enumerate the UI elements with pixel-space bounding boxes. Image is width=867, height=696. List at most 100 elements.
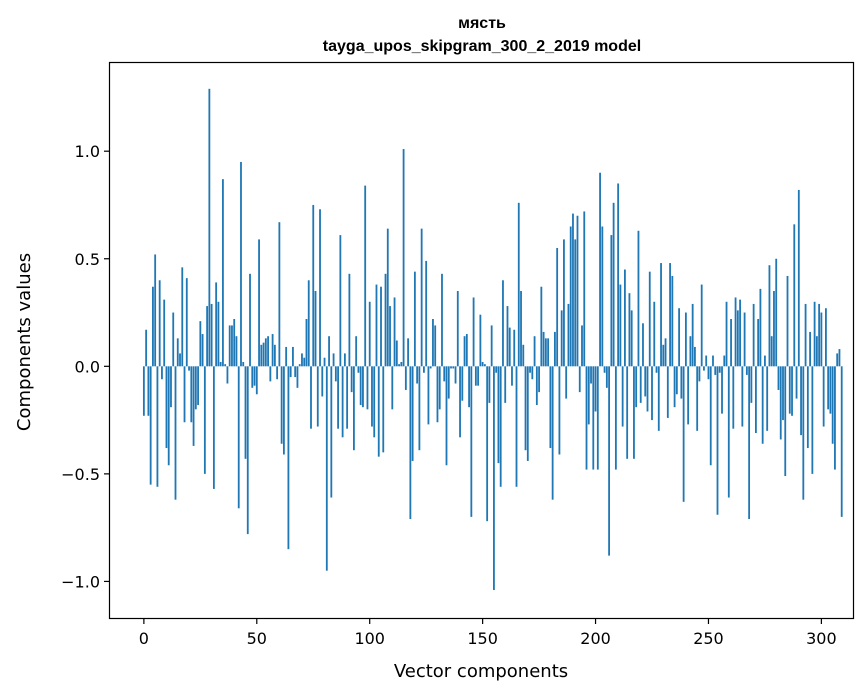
y-tick-label: 0.5	[75, 250, 100, 269]
bar-95	[357, 366, 360, 373]
bar-292	[802, 366, 805, 500]
bar-20	[188, 366, 190, 371]
bar-173	[533, 336, 536, 367]
bar-302	[825, 308, 827, 367]
bar-29	[208, 88, 211, 367]
bar-125	[425, 260, 428, 367]
bar-44	[242, 362, 245, 367]
bar-260	[730, 318, 732, 367]
bar-299	[818, 303, 821, 367]
bar-229	[660, 263, 662, 367]
bar-249	[705, 355, 708, 367]
bar-262	[734, 297, 737, 367]
bar-195	[583, 211, 586, 367]
bar-113	[398, 364, 400, 367]
bar-177	[542, 331, 545, 367]
bar-79	[321, 366, 324, 397]
bar-16	[179, 353, 181, 367]
x-tick-label: 200	[580, 629, 611, 648]
bar-183	[556, 248, 559, 367]
bar-190	[572, 213, 574, 367]
bar-138	[454, 366, 457, 384]
bar-223	[646, 366, 649, 412]
bar-237	[678, 308, 681, 367]
bar-211	[619, 284, 622, 367]
bar-89	[343, 353, 346, 367]
bar-204	[603, 366, 606, 373]
bar-309	[840, 366, 843, 517]
bar-170	[526, 366, 529, 461]
bar-179	[547, 338, 550, 367]
y-tick-label: −0.5	[61, 465, 100, 484]
bar-27	[203, 366, 206, 474]
bar-162	[508, 327, 511, 367]
bar-270	[752, 303, 755, 367]
bar-208	[612, 202, 615, 367]
bar-43	[240, 161, 242, 367]
bar-233	[669, 263, 671, 367]
bar-151	[483, 364, 486, 367]
bar-273	[759, 288, 762, 367]
x-tick-label: 0	[139, 629, 149, 648]
bar-24	[197, 366, 199, 406]
bar-17	[181, 267, 184, 367]
bar-184	[558, 366, 561, 455]
bar-214	[626, 366, 629, 459]
bar-301	[822, 366, 825, 427]
bar-188	[567, 303, 570, 367]
x-tick-label: 250	[693, 629, 724, 648]
bar-118	[409, 366, 412, 520]
bar-226	[653, 301, 656, 367]
bars-group	[142, 88, 843, 591]
bar-257	[723, 355, 726, 367]
bar-93	[353, 366, 355, 451]
plot-frame	[108, 61, 855, 620]
bar-146	[472, 297, 475, 367]
bar-175	[538, 366, 540, 393]
bar-165	[515, 366, 518, 487]
bar-82	[328, 336, 330, 367]
bar-194	[581, 325, 583, 367]
bar-149	[479, 314, 482, 367]
bar-150	[481, 362, 484, 367]
bar-306	[834, 366, 836, 470]
bar-256	[721, 366, 723, 414]
bar-9	[163, 299, 166, 367]
y-axis-ticks: −1.0 −0.5 0.0 0.5 1.0	[61, 142, 110, 591]
bar-241	[687, 366, 690, 425]
y-tick-label: 1.0	[75, 142, 100, 161]
bar-200	[594, 366, 597, 412]
bar-104	[377, 366, 380, 457]
bar-108	[386, 228, 389, 367]
x-tick-label: 50	[247, 629, 267, 648]
bar-49	[253, 366, 256, 386]
bar-61	[280, 366, 283, 444]
bar-70	[301, 353, 303, 367]
bar-161	[506, 306, 509, 367]
bar-153	[488, 366, 491, 403]
bar-132	[441, 273, 443, 367]
bar-26	[201, 334, 204, 367]
bar-83	[330, 366, 333, 498]
bar-68	[296, 366, 299, 388]
bar-227	[655, 366, 658, 373]
bar-164	[513, 329, 516, 367]
bar-54	[264, 338, 267, 367]
x-axis-label: Vector components	[394, 661, 568, 682]
bar-230	[662, 344, 665, 367]
chart-title-line1: мясть	[458, 15, 506, 32]
bar-18	[183, 366, 186, 423]
bar-88	[341, 366, 344, 438]
bar-51	[258, 239, 260, 367]
bar-142	[463, 336, 466, 367]
bar-213	[624, 269, 626, 367]
bar-220	[639, 366, 642, 403]
bar-267	[745, 366, 748, 375]
bar-30	[210, 303, 213, 367]
bar-15	[176, 338, 179, 367]
bar-158	[499, 366, 502, 487]
bar-209	[614, 366, 617, 470]
bar-110	[391, 366, 394, 410]
bar-216	[630, 310, 633, 367]
bar-28	[206, 306, 209, 367]
